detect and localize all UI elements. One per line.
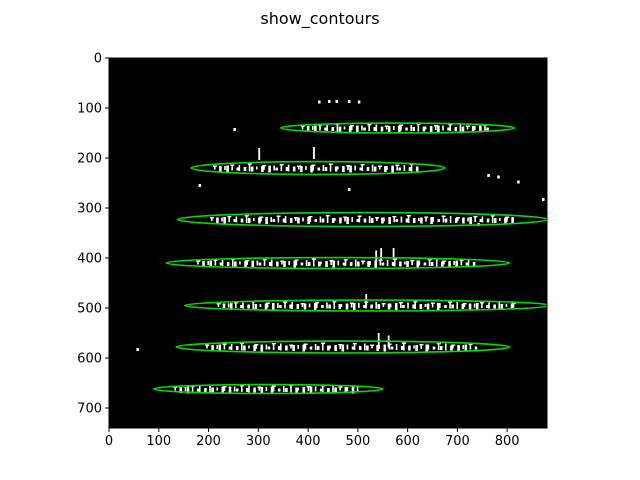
contour-outline [279, 122, 516, 134]
ascender-stroke [392, 248, 395, 260]
y-tick-label: 0 [94, 52, 102, 67]
ascender-stroke [258, 148, 261, 160]
ink-layer [136, 100, 547, 395]
plot-area [108, 57, 548, 429]
ink-speck [328, 100, 331, 103]
contour-outline [190, 160, 446, 176]
x-tick-label: 400 [296, 434, 321, 449]
y-tick-label: 600 [77, 352, 102, 367]
x-tick-label: 500 [345, 434, 370, 449]
y-tick-label: 100 [77, 102, 102, 117]
ink-speck [233, 128, 236, 131]
ink-speck [517, 180, 520, 184]
ink-speck [335, 100, 338, 103]
ink-speck [497, 175, 500, 179]
y-tick-label: 300 [77, 202, 102, 217]
ink-speck [487, 174, 490, 177]
x-tick-label: 200 [196, 434, 221, 449]
ink-speck [198, 184, 202, 187]
plot-frame [108, 57, 548, 429]
y-tick-label: 700 [77, 402, 102, 417]
x-tick-label: 700 [445, 434, 470, 449]
ascender-stroke [375, 250, 378, 263]
contour-outline [152, 383, 384, 395]
x-tick-label: 100 [146, 434, 171, 449]
x-axis: 0 100 200 300 400 500 600 700 800 [105, 428, 520, 449]
y-tick-label: 200 [77, 152, 102, 167]
contour-outline [165, 256, 511, 270]
ink-speck [136, 348, 139, 351]
text-line-ink [205, 342, 478, 352]
contour-outline [183, 299, 547, 312]
x-tick-label: 0 [105, 434, 113, 449]
ink-speck [357, 100, 361, 104]
image-background [109, 58, 547, 428]
ascender-stroke [313, 147, 315, 159]
ascender-stroke [377, 333, 380, 345]
text-line-ink [210, 215, 514, 224]
ascender-stroke [380, 248, 383, 260]
y-tick-label: 400 [77, 252, 102, 267]
ink-speck [542, 198, 545, 201]
x-tick-label: 800 [495, 434, 520, 449]
contour-outline [176, 211, 547, 228]
contour-outline [175, 340, 511, 354]
y-tick-label: 500 [77, 302, 102, 317]
ink-speck [347, 100, 351, 103]
text-line-ink [196, 258, 476, 268]
figure-title: show_contours [260, 9, 379, 29]
ink-speck [347, 188, 351, 191]
x-tick-label: 300 [246, 434, 271, 449]
text-line-ink [212, 163, 419, 173]
y-axis: 0 100 200 300 400 500 600 700 [77, 52, 109, 417]
ink-speck [318, 100, 321, 104]
x-tick-label: 600 [395, 434, 420, 449]
